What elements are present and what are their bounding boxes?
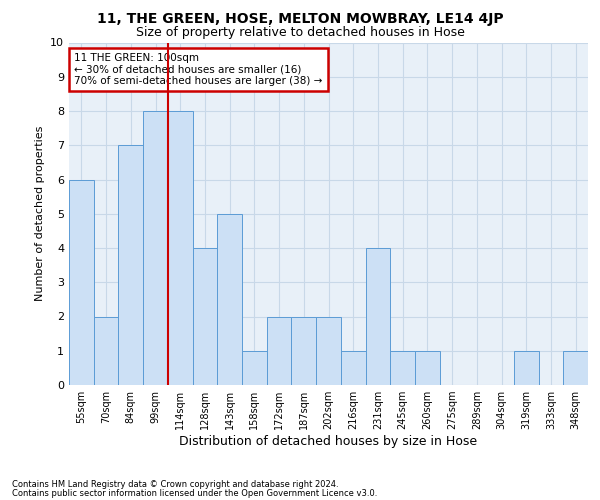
Bar	[193, 248, 217, 385]
Bar	[69, 180, 94, 385]
Y-axis label: Number of detached properties: Number of detached properties	[35, 126, 44, 302]
Text: Size of property relative to detached houses in Hose: Size of property relative to detached ho…	[136, 26, 464, 39]
Bar	[390, 351, 415, 385]
Bar	[143, 111, 168, 385]
Bar	[563, 351, 588, 385]
Text: 11, THE GREEN, HOSE, MELTON MOWBRAY, LE14 4JP: 11, THE GREEN, HOSE, MELTON MOWBRAY, LE1…	[97, 12, 503, 26]
Bar	[118, 145, 143, 385]
Bar	[514, 351, 539, 385]
Bar	[242, 351, 267, 385]
Bar	[292, 316, 316, 385]
Bar	[415, 351, 440, 385]
Text: 11 THE GREEN: 100sqm
← 30% of detached houses are smaller (16)
70% of semi-detac: 11 THE GREEN: 100sqm ← 30% of detached h…	[74, 53, 323, 86]
Text: Contains public sector information licensed under the Open Government Licence v3: Contains public sector information licen…	[12, 488, 377, 498]
Text: Contains HM Land Registry data © Crown copyright and database right 2024.: Contains HM Land Registry data © Crown c…	[12, 480, 338, 489]
Bar	[267, 316, 292, 385]
X-axis label: Distribution of detached houses by size in Hose: Distribution of detached houses by size …	[179, 435, 478, 448]
Bar	[94, 316, 118, 385]
Bar	[365, 248, 390, 385]
Bar	[168, 111, 193, 385]
Bar	[341, 351, 365, 385]
Bar	[217, 214, 242, 385]
Bar	[316, 316, 341, 385]
